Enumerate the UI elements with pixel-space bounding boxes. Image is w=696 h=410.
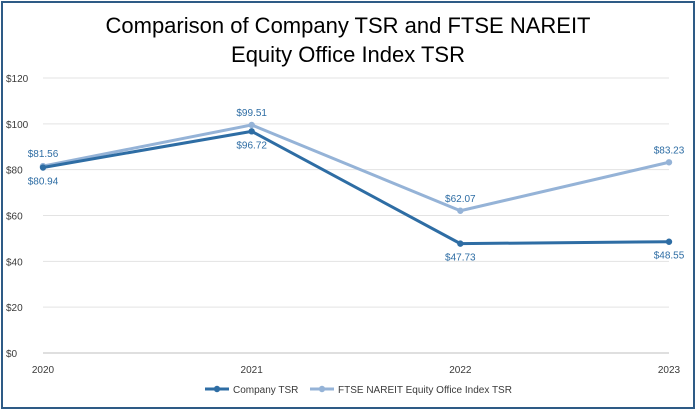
x-tick-label: 2022 <box>449 365 472 376</box>
gridlines <box>43 77 669 354</box>
legend-marker-company <box>213 385 221 393</box>
data-labels: $80.94 $96.72 $47.73 $48.55 $81.56 $99.51 $62.… <box>28 108 685 264</box>
data-label-ftse: $62.07 <box>445 194 476 205</box>
y-tick-label: $20 <box>6 303 23 314</box>
y-tick-label: $100 <box>6 120 29 131</box>
data-label-company: $48.55 <box>654 251 685 262</box>
series-group <box>39 121 673 247</box>
data-point-ftse <box>665 159 673 166</box>
data-point-ftse <box>457 207 464 214</box>
data-point-company <box>457 240 464 247</box>
legend-label-company: Company TSR <box>233 385 298 396</box>
data-point-company <box>665 238 673 245</box>
x-tick-label: 2023 <box>658 365 681 376</box>
data-label-company: $47.73 <box>445 253 476 264</box>
legend-marker-ftse <box>318 385 326 393</box>
data-label-ftse: $99.51 <box>236 108 267 119</box>
x-tick-label: 2020 <box>32 365 55 376</box>
data-label-ftse: $83.23 <box>654 145 685 156</box>
y-tick-label: $0 <box>6 349 18 360</box>
y-tick-label: $40 <box>6 257 23 268</box>
data-label-ftse: $81.56 <box>28 149 59 160</box>
series-line-company <box>41 129 671 246</box>
chart-title-line-1: Comparison of Company TSR and FTSE NAREI… <box>106 13 591 38</box>
x-axis-ticks: 2020 2021 2022 2023 <box>32 365 681 376</box>
y-tick-label: $60 <box>6 212 23 223</box>
data-point-ftse <box>248 121 255 129</box>
x-tick-label: 2021 <box>241 365 264 376</box>
chart-title-line-2: Equity Office Index TSR <box>231 42 465 67</box>
y-axis-ticks: $0 $20 $40 $60 $80 $100 $120 <box>6 74 29 360</box>
y-tick-label: $80 <box>6 166 23 177</box>
legend-label-ftse: FTSE NAREIT Equity Office Index TSR <box>338 385 512 396</box>
legend: Company TSR FTSE NAREIT Equity Office Ind… <box>205 385 512 396</box>
data-point-company <box>248 128 255 135</box>
data-label-company: $96.72 <box>236 140 267 151</box>
data-label-company: $80.94 <box>28 177 59 188</box>
data-point-company <box>39 164 47 171</box>
y-tick-label: $120 <box>6 74 29 85</box>
series-line-ftse <box>41 123 671 213</box>
